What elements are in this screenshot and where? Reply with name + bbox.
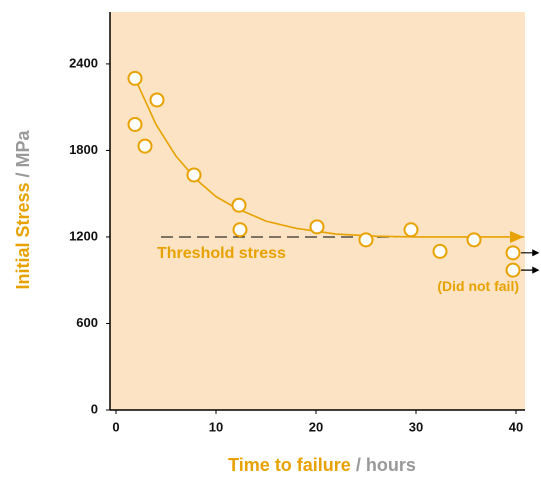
- x-tick-label: 20: [309, 419, 323, 434]
- x-tick-label: 30: [409, 419, 423, 434]
- x-tick-label: 10: [209, 419, 223, 434]
- data-point: [137, 138, 153, 154]
- y-tick-label: 600: [76, 315, 98, 330]
- data-point: [358, 232, 374, 248]
- data-point: [127, 70, 143, 86]
- x-label-main: Time to failure: [228, 455, 351, 475]
- fit-curve: [134, 78, 524, 238]
- data-point: [149, 92, 165, 108]
- plot-background: [110, 12, 525, 410]
- y-label-main: Initial Stress: [13, 182, 33, 289]
- curve-arrowhead: [510, 230, 524, 243]
- x-tick-label: 40: [509, 419, 523, 434]
- data-point: [232, 222, 248, 238]
- y-label-unit: / MPa: [13, 129, 33, 177]
- threshold-label: Threshold stress: [157, 245, 286, 262]
- y-tick-label: 0: [91, 401, 98, 416]
- data-point: [231, 197, 247, 213]
- did-not-fail-label: (Did not fail): [437, 278, 519, 294]
- x-label-unit: / hours: [356, 455, 416, 475]
- data-point: [309, 219, 325, 235]
- y-axis-label: Initial Stress / MPa: [13, 129, 33, 289]
- data-point: [466, 232, 482, 248]
- data-point: [127, 116, 143, 132]
- y-tick-label: 1200: [69, 228, 98, 243]
- data-point: [505, 262, 521, 278]
- data-point: [505, 245, 521, 261]
- x-tick-label: 0: [112, 419, 119, 434]
- data-point: [432, 243, 448, 259]
- y-tick-label: 2400: [69, 55, 98, 70]
- data-point: [403, 222, 419, 238]
- data-point: [186, 167, 202, 183]
- x-axis-label: Time to failure / hours: [228, 455, 416, 475]
- y-tick-label: 1800: [69, 142, 98, 157]
